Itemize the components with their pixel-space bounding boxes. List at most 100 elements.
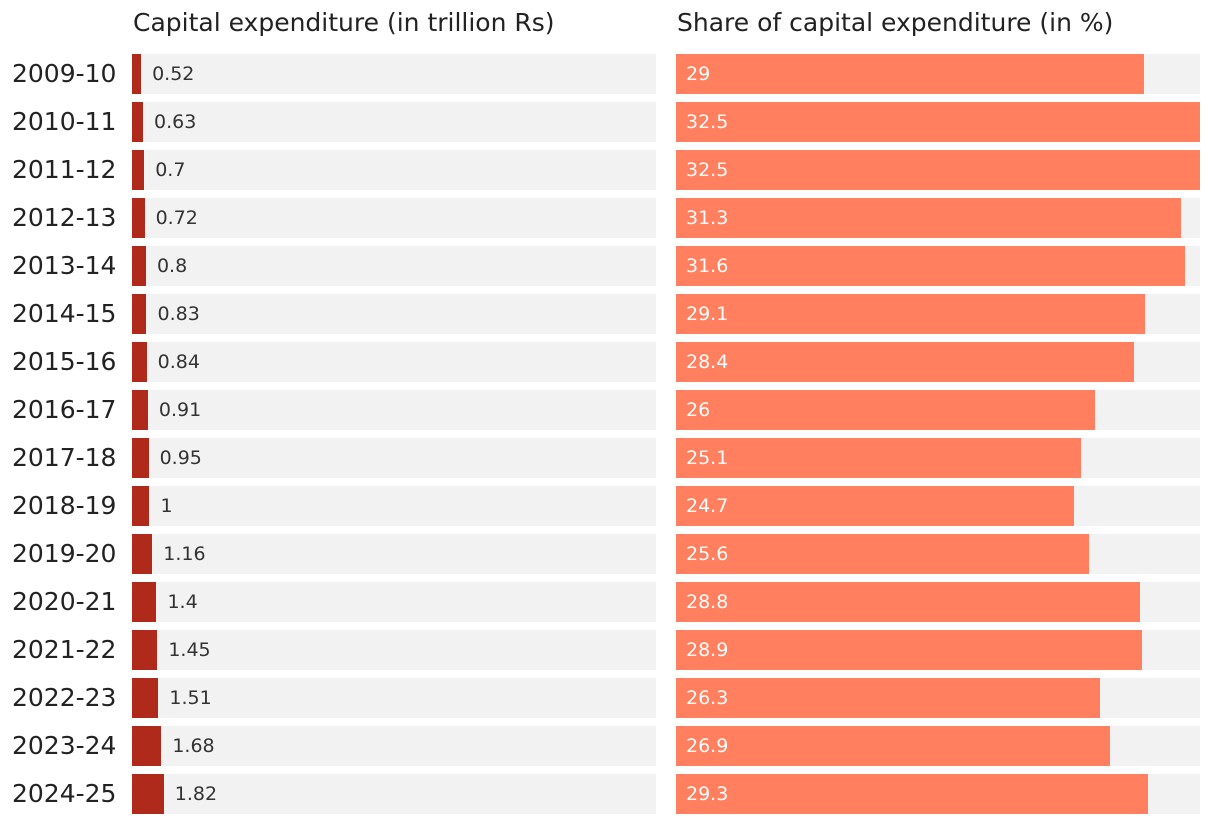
share-value-label: 28.8	[686, 591, 729, 613]
right-bar-track: 26.3	[676, 678, 1200, 718]
share-value-label: 28.9	[686, 639, 729, 661]
capex-value-label: 0.8	[156, 255, 188, 277]
right-bar-track: 32.5	[676, 102, 1200, 142]
capex-bar	[132, 390, 148, 430]
left-bar-track: 0.91	[132, 390, 656, 430]
share-value-label: 28.4	[686, 351, 729, 373]
right-bar-track: 24.7	[676, 486, 1200, 526]
capex-bar	[132, 582, 157, 622]
capex-bar	[132, 150, 145, 190]
left-bar-track: 0.52	[132, 54, 656, 94]
category-label: 2009-10	[12, 59, 117, 88]
left-bar-track: 0.63	[132, 102, 656, 142]
left-bar-track: 1.68	[132, 726, 656, 766]
share-value-label: 25.6	[686, 543, 729, 565]
capex-bar	[132, 678, 159, 718]
category-label: 2011-12	[12, 155, 117, 184]
capex-value-label: 1.45	[168, 639, 211, 661]
category-label: 2024-25	[12, 779, 117, 808]
share-bar	[676, 534, 1089, 574]
left-bar-track: 0.7	[132, 150, 656, 190]
left-bar-track: 1	[132, 486, 656, 526]
right-bar-track: 29.3	[676, 774, 1200, 814]
share-value-label: 24.7	[686, 495, 729, 517]
capex-value-label: 0.52	[152, 63, 195, 85]
left-bar-track: 0.83	[132, 294, 656, 334]
category-label: 2015-16	[12, 347, 117, 376]
right-bar-track: 31.6	[676, 246, 1200, 286]
capex-bar	[132, 294, 147, 334]
right-bar-track: 25.6	[676, 534, 1200, 574]
share-bar	[676, 726, 1110, 766]
capex-bar	[132, 246, 146, 286]
share-value-label: 26.9	[686, 735, 729, 757]
category-label: 2019-20	[12, 539, 117, 568]
capex-value-label: 1.82	[174, 783, 218, 805]
capex-bar	[132, 342, 147, 382]
capex-value-label: 0.84	[157, 351, 200, 373]
right-chart-title: Share of capital expenditure (in %)	[677, 8, 1114, 37]
category-label: 2010-11	[12, 107, 117, 136]
share-bar	[676, 198, 1181, 238]
share-value-label: 25.1	[686, 447, 729, 469]
category-label: 2017-18	[12, 443, 117, 472]
capex-bar	[132, 726, 162, 766]
capex-value-label: 0.63	[154, 111, 197, 133]
category-label: 2012-13	[12, 203, 117, 232]
share-bar	[676, 150, 1200, 190]
share-bar	[676, 102, 1200, 142]
share-bar	[676, 582, 1141, 622]
share-value-label: 31.6	[686, 255, 729, 277]
capex-value-label: 0.95	[159, 447, 202, 469]
category-label: 2014-15	[12, 299, 117, 328]
left-bar-track: 1.82	[132, 774, 656, 814]
right-bar-track: 31.3	[676, 198, 1200, 238]
right-bar-track: 32.5	[676, 150, 1200, 190]
left-bar-track: 1.45	[132, 630, 656, 670]
capex-value-label: 1.16	[163, 543, 206, 565]
share-value-label: 29	[686, 63, 711, 85]
capex-value-label: 0.72	[155, 207, 198, 229]
left-bar-track: 1.16	[132, 534, 656, 574]
right-bar-track: 28.8	[676, 582, 1200, 622]
left-bar-track: 1.51	[132, 678, 656, 718]
capex-bar	[132, 774, 164, 814]
share-bar	[676, 486, 1075, 526]
share-value-label: 26.3	[686, 687, 729, 709]
capex-value-label: 1.68	[172, 735, 215, 757]
share-value-label: 29.3	[686, 783, 729, 805]
left-bar-track: 1.4	[132, 582, 656, 622]
share-bar	[676, 438, 1081, 478]
left-chart-title: Capital expenditure (in trillion Rs)	[133, 8, 555, 37]
right-bar-track: 28.9	[676, 630, 1200, 670]
share-bar	[676, 54, 1144, 94]
share-bar	[676, 342, 1134, 382]
capex-bar	[132, 102, 143, 142]
share-value-label: 29.1	[686, 303, 729, 325]
capex-bar	[132, 486, 150, 526]
share-value-label: 32.5	[686, 111, 729, 133]
right-bar-track: 29	[676, 54, 1200, 94]
category-label: 2016-17	[12, 395, 117, 424]
left-bar-track: 0.95	[132, 438, 656, 478]
capex-value-label: 1.4	[167, 591, 198, 613]
category-label: 2020-21	[12, 587, 117, 616]
left-bar-track: 0.84	[132, 342, 656, 382]
share-bar	[676, 246, 1186, 286]
share-bar	[676, 774, 1149, 814]
right-bar-track: 25.1	[676, 438, 1200, 478]
capex-bar	[132, 198, 145, 238]
left-bar-track: 0.72	[132, 198, 656, 238]
share-bar	[676, 294, 1146, 334]
category-label: 2013-14	[12, 251, 117, 280]
category-label: 2022-23	[12, 683, 117, 712]
capex-bar	[132, 630, 158, 670]
category-label: 2023-24	[12, 731, 117, 760]
share-bar	[676, 390, 1096, 430]
capex-value-label: 0.83	[157, 303, 200, 325]
right-bar-track: 26	[676, 390, 1200, 430]
capex-bar	[132, 438, 149, 478]
capex-value-label: 0.7	[155, 159, 186, 181]
capex-value-label: 1	[160, 495, 173, 517]
capex-value-label: 1.51	[169, 687, 212, 709]
